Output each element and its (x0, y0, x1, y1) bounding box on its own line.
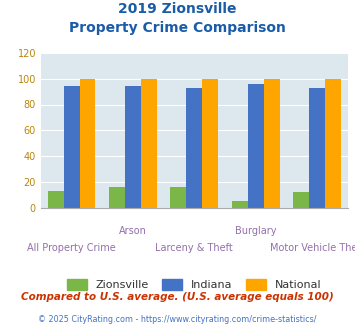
Bar (80, 79, 95, 208)
Bar (232, 201, 248, 208)
Bar (48, 191, 64, 208)
Text: Larceny & Theft: Larceny & Theft (155, 243, 233, 252)
Bar (202, 79, 218, 208)
Bar (125, 86, 141, 208)
Bar (186, 88, 202, 208)
Bar (170, 187, 186, 208)
Bar (309, 88, 325, 208)
Bar (325, 79, 341, 208)
Bar (248, 84, 264, 208)
Bar (141, 79, 157, 208)
Bar (109, 187, 125, 208)
Text: Property Crime Comparison: Property Crime Comparison (69, 21, 286, 35)
Bar (64, 86, 80, 208)
Text: 2019 Zionsville: 2019 Zionsville (118, 2, 237, 16)
Text: Arson: Arson (119, 226, 147, 236)
Text: Burglary: Burglary (235, 226, 277, 236)
Bar (264, 79, 280, 208)
Text: Compared to U.S. average. (U.S. average equals 100): Compared to U.S. average. (U.S. average … (21, 292, 334, 302)
Text: All Property Crime: All Property Crime (27, 243, 116, 252)
Text: Motor Vehicle Theft: Motor Vehicle Theft (270, 243, 355, 252)
Text: © 2025 CityRating.com - https://www.cityrating.com/crime-statistics/: © 2025 CityRating.com - https://www.city… (38, 315, 317, 324)
Legend: Zionsville, Indiana, National: Zionsville, Indiana, National (67, 279, 322, 290)
Bar (293, 192, 309, 208)
